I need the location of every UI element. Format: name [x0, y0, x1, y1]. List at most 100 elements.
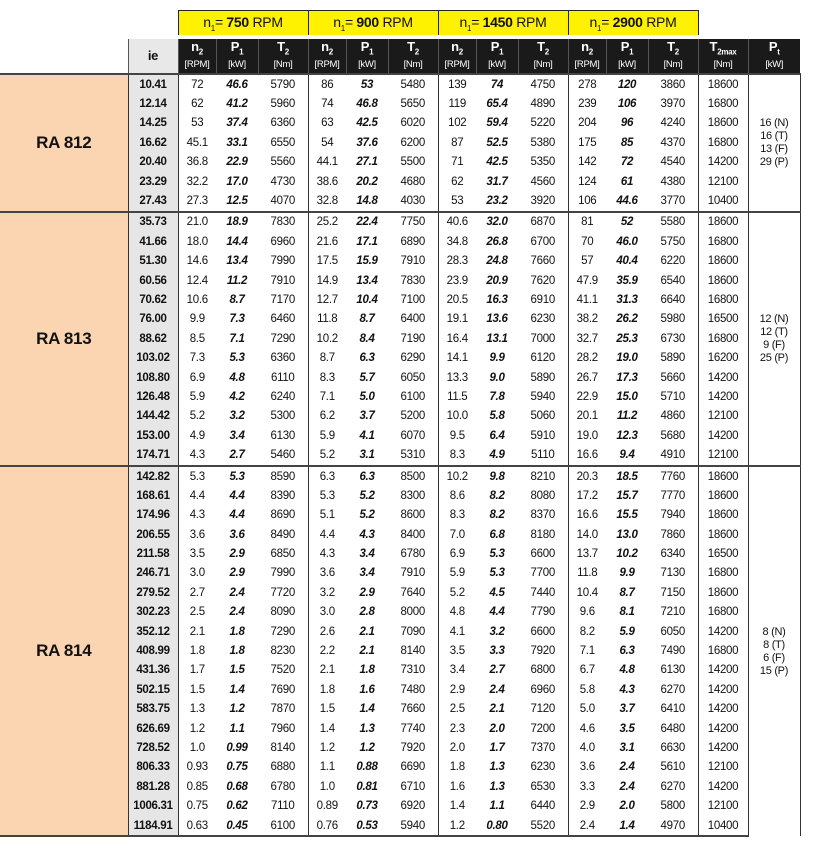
t2-cell: 5110 [518, 445, 568, 467]
p1-cell: 13.0 [616, 528, 638, 541]
ratio-cell: 168.61 [127, 486, 179, 506]
n2-cell: 2.1 [307, 660, 346, 681]
p1-cell: 8.7 [619, 586, 635, 599]
p1-cell: 2.1 [359, 625, 375, 638]
n2-cell: 3.4 [437, 660, 476, 681]
t2-cell: 7920 [530, 645, 556, 658]
n2-cell: 17.5 [307, 251, 346, 271]
n2-cell: 2.1 [189, 625, 205, 638]
p1-cell: 23.2 [476, 191, 518, 213]
t2-cell: 8000 [400, 606, 426, 619]
p1-cell: 5.9 [619, 625, 635, 638]
ratio-cell: 211.58 [127, 544, 179, 564]
p1-cell: 20.2 [356, 175, 378, 188]
t2-cell: 5380 [530, 136, 556, 149]
t2-cell: 4730 [270, 175, 296, 188]
t2-cell: 6130 [270, 429, 296, 442]
ratio-cell: 142.82 [127, 464, 179, 487]
ratio-cell: 881.28 [127, 777, 179, 797]
t2-cell: 6480 [660, 722, 686, 735]
ratio-cell: 14.25 [127, 113, 179, 134]
n2-cell: 21.0 [178, 210, 216, 233]
t2-cell: 5650 [400, 98, 426, 111]
ratio-cell: 502.15 [127, 680, 179, 700]
table-row: 41.66 18.0 14.4 6960 21.6 17.1 6890 34.8 26.8 670… [0, 232, 800, 252]
p1-cell: 0.75 [226, 761, 248, 774]
p1-cell: 31.3 [616, 293, 638, 306]
t2-cell: 4750 [518, 72, 568, 95]
ratio-cell: 431.36 [127, 660, 179, 681]
column-header-pt: Pt [kW] [747, 39, 800, 74]
pt-value: 16 (N) [759, 116, 789, 129]
n2-cell: 106 [567, 191, 606, 213]
table-row: 70.62 10.6 8.7 7170 12.7 10.4 7100 20.5 16.3 6910… [0, 290, 800, 310]
n2-cell: 124 [567, 171, 606, 192]
t2-cell: 5060 [530, 410, 556, 423]
n2-cell: 32.8 [307, 191, 346, 213]
n2-cell: 1.2 [307, 738, 346, 758]
p1-cell: 18.5 [606, 464, 648, 487]
p1-cell: 2.9 [229, 567, 245, 580]
t2-cell: 4910 [648, 445, 698, 467]
t2-cell: 6700 [530, 235, 556, 248]
t2max-cell: 18600 [697, 486, 748, 506]
table-row: 583.75 1.3 1.2 7870 1.5 1.4 7660 2.5 2.1 7120 5.0 3… [0, 699, 800, 719]
table-row: 60.56 12.4 11.2 7910 14.9 13.4 7830 23.9 20.9 762… [0, 270, 800, 291]
t2-cell: 6200 [400, 136, 426, 149]
t2-cell: 7860 [660, 528, 686, 541]
t2-cell: 7920 [400, 741, 426, 754]
p1-cell: 32.0 [476, 210, 518, 233]
t2-cell: 7100 [400, 293, 426, 306]
pt-value: 12 (N) [759, 312, 789, 325]
ratio-cell: 728.52 [127, 738, 179, 758]
n2-cell: 142 [567, 152, 606, 172]
t2-cell: 7110 [270, 800, 295, 813]
t2-cell: 7190 [400, 332, 426, 345]
model-name: RA 813 [0, 210, 128, 467]
t2-cell: 5910 [530, 429, 556, 442]
table-row: 246.71 3.0 2.9 7990 3.6 3.4 7910 5.9 5.3 7700 11.8… [0, 563, 800, 584]
t2-cell: 6100 [400, 390, 426, 403]
t2-cell: 4070 [258, 191, 308, 213]
t2-cell: 4970 [648, 815, 698, 838]
ratio-cell: 23.29 [127, 171, 179, 192]
p1-cell: 40.4 [616, 255, 638, 268]
t2max-cell: 16800 [697, 641, 748, 661]
t2-cell: 6550 [270, 136, 296, 149]
p1-cell: 13.6 [486, 313, 508, 326]
n2-cell: 4.0 [567, 738, 606, 758]
n2-cell: 3.2 [307, 583, 346, 603]
column-header-ie: ie [127, 39, 178, 74]
p1-cell: 1.7 [489, 741, 505, 754]
t2-cell: 7130 [660, 567, 686, 580]
t2-cell: 6110 [270, 371, 295, 384]
p1-cell: 5.7 [359, 371, 375, 384]
t2max-cell: 18600 [697, 210, 748, 233]
t2-cell: 5610 [660, 761, 686, 774]
n2-cell: 1.0 [189, 741, 205, 754]
ratio-cell: 70.62 [127, 290, 179, 310]
t2-cell: 7870 [270, 703, 296, 716]
p1-cell: 0.73 [356, 800, 378, 813]
n2-cell: 4.9 [189, 429, 205, 442]
n2-cell: 6.2 [307, 406, 346, 427]
p1-cell: 1.8 [229, 645, 245, 658]
n2-cell: 14.1 [437, 348, 476, 368]
n2-cell: 13.3 [437, 367, 476, 388]
column-header-t2: T2 [Nm] [647, 39, 698, 74]
t2-cell: 6130 [660, 664, 686, 677]
n2-cell: 19.1 [437, 309, 476, 330]
t2-cell: 6800 [530, 664, 556, 677]
p1-cell: 3.4 [359, 548, 375, 561]
p1-cell: 37.4 [226, 117, 248, 130]
n2-cell: 10.2 [307, 329, 346, 349]
table-row: 153.00 4.9 3.4 6130 5.9 4.1 6070 9.5 6.4 5910 19.0… [0, 426, 800, 446]
t2-cell: 7150 [660, 586, 686, 599]
t2max-cell: 18600 [697, 524, 748, 545]
t2max-cell: 12100 [697, 445, 748, 467]
ratio-cell: 108.80 [127, 367, 179, 388]
p1-cell: 17.0 [226, 175, 248, 188]
p1-cell: 44.6 [606, 191, 648, 213]
t2-cell: 6440 [530, 800, 556, 813]
t2-cell: 6020 [400, 117, 426, 130]
